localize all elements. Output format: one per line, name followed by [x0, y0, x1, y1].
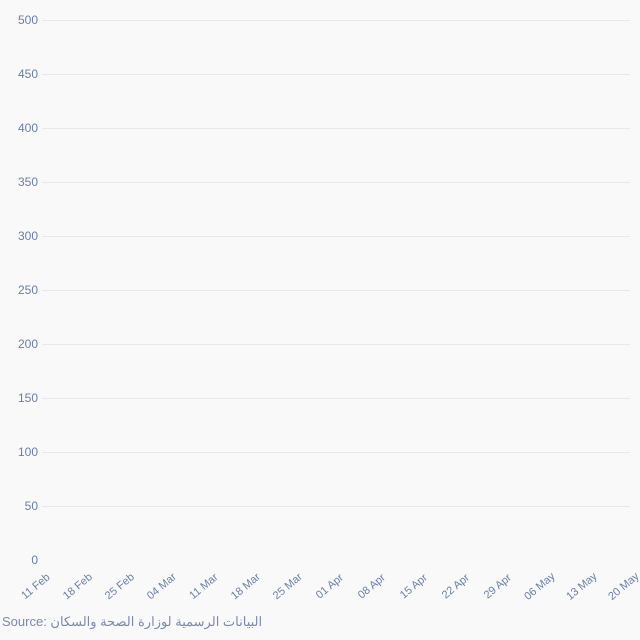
- gridline: [42, 506, 630, 507]
- y-tick-label: 400: [2, 121, 38, 135]
- x-tick-label: 13 May: [564, 570, 599, 602]
- y-tick-label: 100: [2, 445, 38, 459]
- y-tick-label: 200: [2, 337, 38, 351]
- x-tick-label: 06 May: [522, 570, 557, 602]
- x-tick-label: 25 Mar: [271, 571, 305, 602]
- x-tick-label: 08 Apr: [356, 572, 388, 602]
- x-tick-label: 04 Mar: [145, 571, 179, 602]
- plot-area: [42, 20, 630, 560]
- x-tick-label: 20 May: [606, 570, 640, 602]
- gridline: [42, 182, 630, 183]
- x-tick-label: 18 Mar: [229, 571, 263, 602]
- gridline: [42, 344, 630, 345]
- y-tick-label: 300: [2, 229, 38, 243]
- x-tick-label: 11 Mar: [187, 571, 220, 602]
- x-tick-label: 29 Apr: [482, 572, 514, 602]
- y-tick-label: 50: [2, 499, 38, 513]
- gridline: [42, 74, 630, 75]
- gridline: [42, 236, 630, 237]
- x-tick-label: 11 Feb: [19, 571, 52, 602]
- source-prefix: Source:: [2, 614, 50, 629]
- y-tick-label: 0: [2, 553, 38, 567]
- gridline: [42, 290, 630, 291]
- x-tick-label: 18 Feb: [61, 571, 95, 602]
- y-tick-label: 150: [2, 391, 38, 405]
- chart-container: 0 50 100 150 200 250 300 350 400 450 500 11 Feb 18 …: [0, 0, 640, 640]
- source-text: البيانات الرسمية لوزارة الصحة والسكان: [50, 614, 262, 629]
- x-tick-label: 25 Feb: [103, 571, 137, 602]
- x-tick-label: 01 Apr: [314, 572, 346, 602]
- gridline: [42, 398, 630, 399]
- y-tick-label: 250: [2, 283, 38, 297]
- source-caption: Source: البيانات الرسمية لوزارة الصحة وا…: [2, 614, 262, 630]
- y-tick-label: 450: [2, 67, 38, 81]
- x-tick-label: 15 Apr: [398, 572, 430, 602]
- gridline: [42, 20, 630, 21]
- y-tick-label: 350: [2, 175, 38, 189]
- gridline: [42, 128, 630, 129]
- x-tick-label: 22 Apr: [440, 572, 472, 602]
- gridline: [42, 452, 630, 453]
- y-tick-label: 500: [2, 13, 38, 27]
